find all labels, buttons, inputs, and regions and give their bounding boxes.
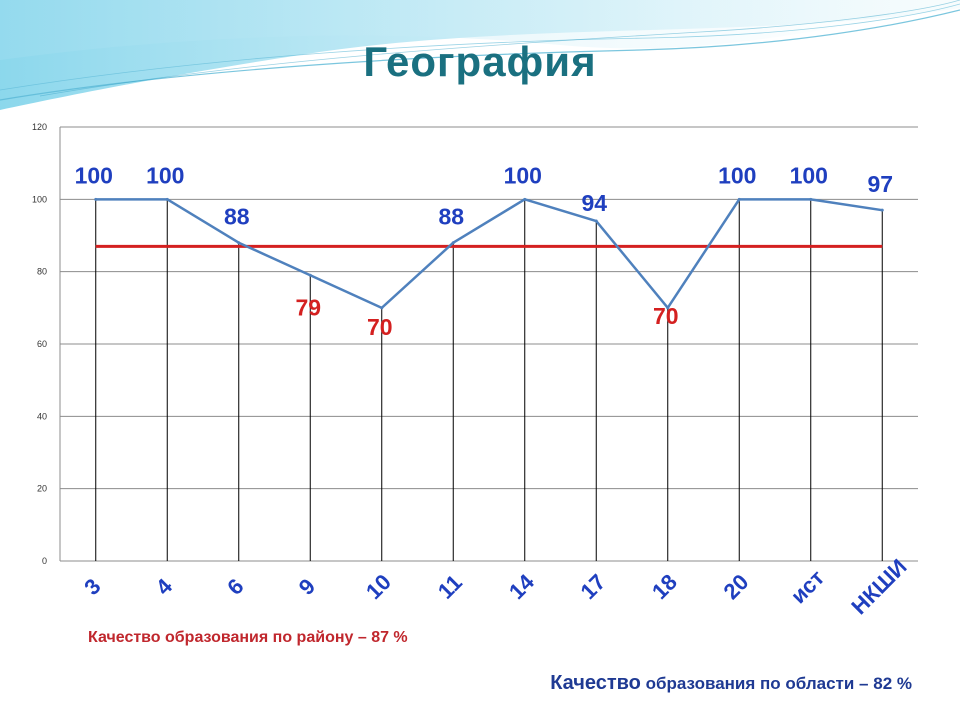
data-point bbox=[594, 219, 598, 223]
data-point bbox=[308, 273, 312, 277]
data-point bbox=[880, 208, 884, 212]
y-tick-label: 100 bbox=[32, 194, 47, 204]
data-label: 100 bbox=[504, 162, 542, 188]
region-quality-note: Качество образования по области – 82 % bbox=[550, 672, 912, 695]
data-labels: 100 100 88 79 70 88 100 94 70 100 100 97 bbox=[75, 162, 893, 340]
data-label: 70 bbox=[653, 303, 679, 329]
y-tick-label: 40 bbox=[37, 411, 47, 421]
data-label: 88 bbox=[224, 204, 250, 230]
data-label: 100 bbox=[75, 162, 113, 188]
data-point bbox=[94, 197, 98, 201]
x-tick-label: 9 bbox=[294, 574, 320, 600]
series-line bbox=[95, 198, 883, 310]
x-tick-label: 4 bbox=[151, 573, 178, 600]
x-tick-label: 6 bbox=[222, 574, 248, 600]
x-tick-label: 20 bbox=[718, 569, 753, 604]
x-tick-label: 3 bbox=[79, 574, 105, 600]
data-label: 100 bbox=[718, 162, 756, 188]
data-point bbox=[451, 241, 455, 245]
data-point bbox=[666, 306, 670, 310]
data-point bbox=[523, 197, 527, 201]
series-layer bbox=[94, 197, 884, 310]
data-point bbox=[237, 241, 241, 245]
data-label: 79 bbox=[295, 294, 321, 320]
x-tick-label: ист bbox=[786, 565, 830, 609]
region-quality-note-word: Качество bbox=[550, 672, 641, 694]
data-label: 88 bbox=[438, 204, 464, 230]
district-quality-note: Качество образования по району – 87 % bbox=[88, 629, 408, 646]
x-axis-ticks: 3 4 6 9 10 11 14 17 18 20 ист НКШИ bbox=[79, 554, 911, 619]
data-point bbox=[737, 197, 741, 201]
x-tick-label: 17 bbox=[575, 569, 610, 604]
y-tick-label: 0 bbox=[42, 556, 47, 566]
region-quality-note-rest: образования по области – 82 % bbox=[640, 674, 912, 693]
data-label: 100 bbox=[790, 162, 828, 188]
slide-title: География bbox=[363, 38, 597, 85]
y-tick-label: 20 bbox=[37, 484, 47, 494]
drop-lines bbox=[95, 199, 883, 561]
data-label: 97 bbox=[867, 171, 893, 197]
y-tick-label: 80 bbox=[37, 267, 47, 277]
data-point bbox=[380, 306, 384, 310]
y-tick-label: 120 bbox=[32, 122, 47, 132]
x-tick-label: 10 bbox=[361, 569, 396, 604]
x-tick-label: 18 bbox=[647, 569, 682, 604]
y-tick-label: 60 bbox=[37, 339, 47, 349]
grid-lines bbox=[59, 126, 918, 562]
data-point bbox=[809, 197, 813, 201]
data-label: 94 bbox=[581, 190, 607, 216]
data-label: 100 bbox=[146, 162, 184, 188]
y-axis-ticks: 0 20 40 60 80 100 120 bbox=[32, 122, 47, 566]
data-point bbox=[165, 197, 169, 201]
x-tick-label: НКШИ bbox=[846, 554, 911, 619]
x-tick-label: 11 bbox=[433, 570, 467, 604]
data-label: 70 bbox=[367, 314, 393, 340]
x-tick-label: 14 bbox=[504, 569, 540, 605]
